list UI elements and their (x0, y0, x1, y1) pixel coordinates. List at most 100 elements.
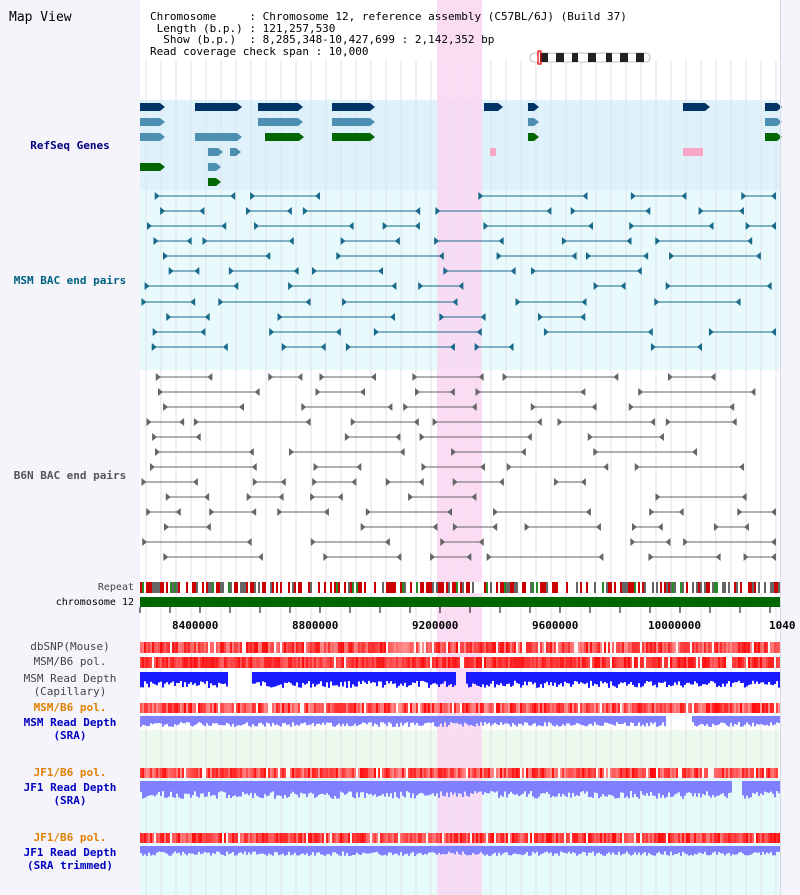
polymorphism-heat (350, 642, 352, 653)
read-depth-bar (566, 846, 568, 854)
polymorphism-heat (164, 657, 166, 668)
polymorphism-heat (620, 657, 622, 668)
read-depth-bar (450, 716, 452, 723)
polymorphism-heat (562, 768, 564, 778)
polymorphism-heat (226, 703, 228, 713)
read-depth-bar (670, 672, 672, 687)
polymorphism-heat (332, 768, 334, 778)
polymorphism-heat (540, 768, 542, 778)
polymorphism-heat (516, 833, 518, 843)
read-depth-bar (546, 846, 548, 852)
refseq-gene (140, 163, 160, 171)
polymorphism-heat (162, 642, 164, 653)
polymorphism-heat (264, 657, 266, 668)
polymorphism-heat (736, 657, 738, 668)
read-depth-bar (688, 672, 690, 683)
polymorphism-heat (338, 768, 340, 778)
polymorphism-heat (760, 642, 762, 653)
read-depth-bar (482, 781, 484, 795)
repeat-mark (674, 582, 676, 593)
polymorphism-heat (200, 642, 202, 653)
polymorphism-heat (212, 703, 214, 713)
read-depth-bar (718, 716, 720, 725)
repeat-mark (250, 582, 252, 593)
read-depth-bar (438, 781, 440, 798)
b6n-bac-end (432, 418, 438, 426)
read-depth-bar (172, 716, 174, 727)
polymorphism-heat (640, 657, 642, 668)
repeat-mark (220, 582, 222, 593)
msm-bac-end (747, 237, 753, 245)
msm-bac-end (515, 298, 521, 306)
read-depth-bar (264, 781, 266, 795)
read-depth-bar (506, 781, 508, 798)
polymorphism-heat (402, 768, 404, 778)
read-depth-bar (154, 672, 156, 685)
read-depth-bar (588, 672, 590, 688)
polymorphism-heat (688, 642, 690, 653)
polymorphism-heat (434, 642, 436, 653)
polymorphism-heat (570, 657, 572, 668)
read-depth-bar (476, 716, 478, 724)
msm-bac-end (735, 298, 741, 306)
polymorphism-heat (490, 642, 492, 653)
repeat-mark (268, 582, 270, 593)
read-depth-bar (322, 672, 324, 687)
read-depth-bar (208, 846, 210, 853)
read-depth-bar (442, 716, 444, 727)
read-depth-bar (750, 781, 752, 798)
repeat-mark (290, 582, 292, 593)
polymorphism-heat (272, 642, 274, 653)
polymorphism-heat (586, 657, 588, 668)
polymorphism-heat (436, 703, 438, 713)
read-depth-bar (452, 716, 454, 724)
polymorphism-heat (262, 703, 264, 713)
polymorphism-heat (486, 703, 488, 713)
polymorphism-heat (600, 833, 602, 843)
read-depth-bar (532, 672, 534, 685)
read-depth-bar (286, 716, 288, 725)
polymorphism-heat (708, 833, 710, 843)
polymorphism-heat (580, 642, 582, 653)
repeat-mark (314, 582, 316, 593)
polymorphism-heat (572, 657, 574, 668)
polymorphism-heat (354, 703, 356, 713)
read-depth-bar (282, 846, 284, 854)
repeat-mark (720, 582, 722, 593)
read-depth-bar (710, 716, 712, 727)
repeat-mark (328, 582, 330, 593)
polymorphism-heat (176, 703, 178, 713)
polymorphism-heat (174, 642, 176, 653)
b6n-bac-end (502, 373, 508, 381)
read-depth-bar (252, 781, 254, 799)
read-depth-bar (460, 781, 462, 794)
read-depth-bar (376, 716, 378, 725)
polymorphism-heat (578, 833, 580, 843)
repeat-mark (756, 582, 758, 593)
polymorphism-heat (752, 642, 754, 653)
b6n-bac-end (603, 463, 609, 471)
read-depth-bar (672, 781, 674, 797)
polymorphism-heat (296, 703, 298, 713)
b6n-bac-end (667, 373, 673, 381)
polymorphism-heat (758, 768, 760, 778)
repeat-mark (282, 582, 284, 593)
repeat-mark (216, 582, 218, 593)
polymorphism-heat (704, 657, 706, 668)
polymorphism-heat (202, 768, 204, 778)
polymorphism-heat (244, 768, 246, 778)
read-depth-bar (248, 781, 250, 796)
polymorphism-heat (272, 833, 274, 843)
polymorphism-heat (728, 833, 730, 843)
read-depth-bar (566, 716, 568, 724)
polymorphism-heat (272, 657, 274, 668)
polymorphism-heat (648, 703, 650, 713)
read-depth-bar (580, 716, 582, 725)
polymorphism-heat (290, 703, 292, 713)
msm-bac-end (483, 222, 489, 230)
polymorphism-heat (610, 703, 612, 713)
read-depth-bar (332, 672, 334, 686)
polymorphism-heat (474, 833, 476, 843)
polymorphism-heat (674, 768, 676, 778)
